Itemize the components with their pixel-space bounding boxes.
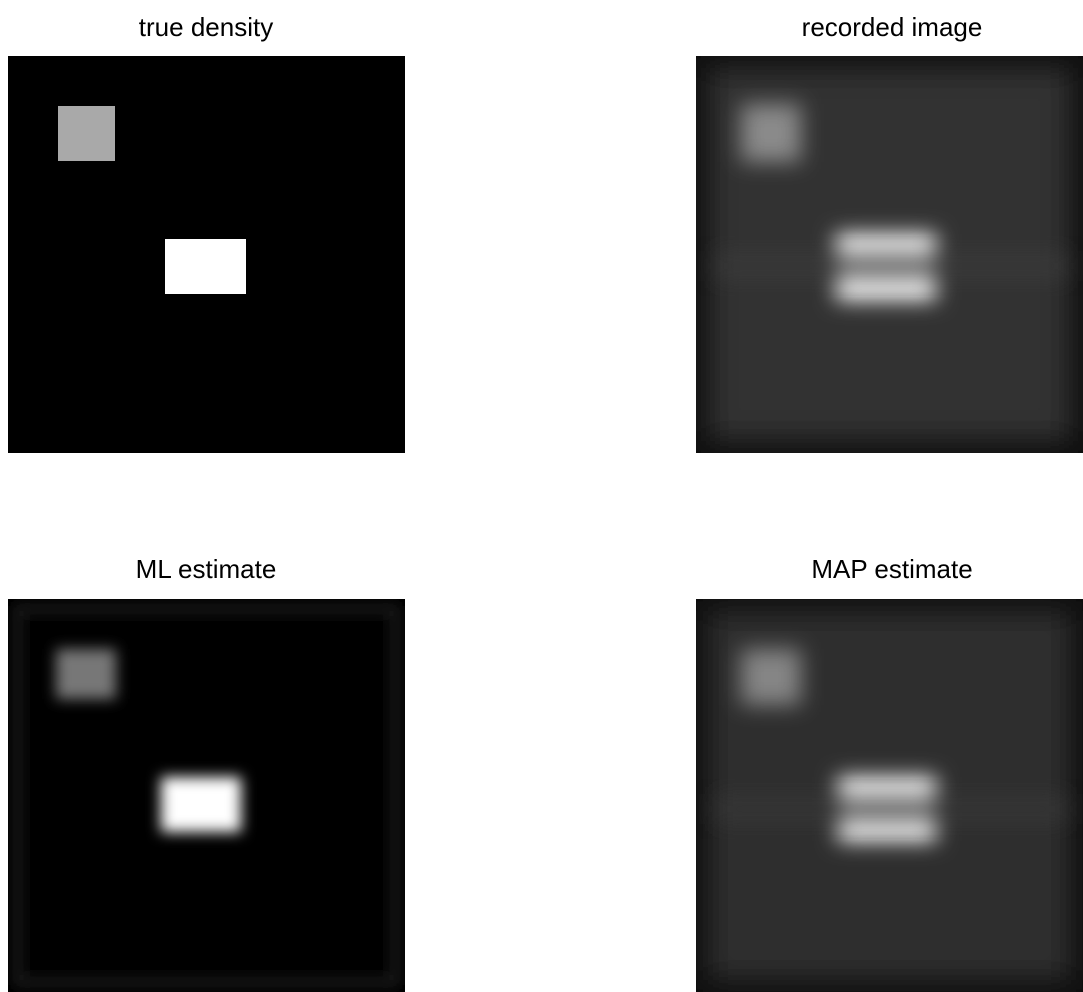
figure: true density recorded image ML estimate … <box>0 0 1083 992</box>
recorded-image <box>696 56 1083 453</box>
panel-title: true density <box>139 12 273 42</box>
panel-title: MAP estimate <box>811 554 972 584</box>
panel-title: recorded image <box>802 12 983 42</box>
map-estimate-image <box>696 599 1083 992</box>
panel-title: ML estimate <box>136 554 277 584</box>
true-density-image <box>8 56 405 453</box>
ml-estimate-image <box>8 599 405 992</box>
